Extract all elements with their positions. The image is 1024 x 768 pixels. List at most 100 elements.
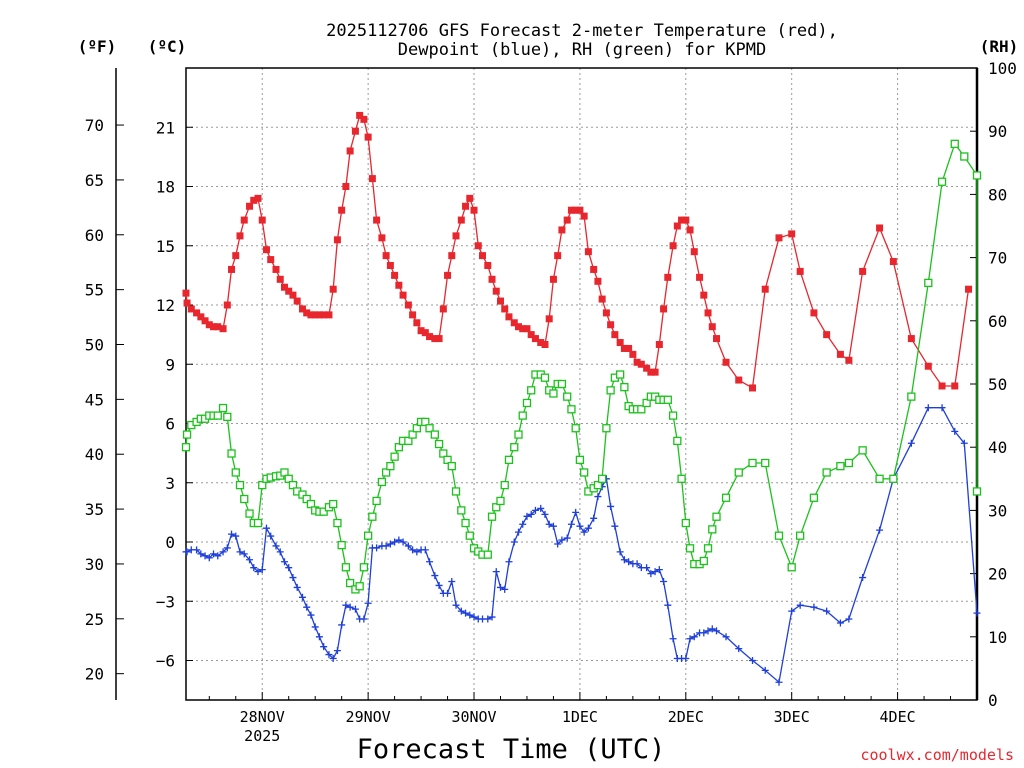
rh-point bbox=[390, 452, 399, 461]
rh-point bbox=[844, 458, 854, 468]
temperature-point bbox=[470, 206, 478, 214]
rh-point bbox=[721, 493, 731, 502]
temperature-point bbox=[356, 111, 364, 119]
celsius-tick-label: 9 bbox=[165, 355, 175, 374]
dewpoint-point bbox=[523, 512, 531, 520]
rh-point bbox=[972, 171, 982, 180]
temperature-point bbox=[629, 350, 637, 358]
plot-area bbox=[186, 68, 977, 700]
temperature-point bbox=[478, 252, 486, 260]
rh-point bbox=[677, 474, 686, 483]
temperature-point bbox=[611, 331, 619, 339]
temperature-point bbox=[700, 291, 708, 299]
temperature-point bbox=[531, 335, 539, 343]
dewpoint-point bbox=[510, 538, 518, 546]
rh-tick-label: 40 bbox=[988, 438, 1007, 457]
dewpoint-point bbox=[448, 578, 456, 585]
fahrenheit-tick-label: 70 bbox=[85, 116, 104, 135]
temperature-point bbox=[664, 273, 672, 281]
dewpoint-point bbox=[611, 522, 619, 530]
dewpoint-point bbox=[488, 613, 496, 621]
rh-point bbox=[337, 541, 346, 550]
temperature-point bbox=[466, 194, 474, 202]
x-tick-label: 29NOV bbox=[346, 708, 391, 726]
dewpoint-point bbox=[775, 678, 783, 686]
temperature-point bbox=[320, 311, 328, 319]
temperature-point bbox=[907, 335, 915, 343]
dewpoint-point bbox=[280, 558, 288, 566]
rh-point bbox=[960, 152, 969, 161]
temperature-point bbox=[197, 313, 205, 321]
dewpoint-point bbox=[704, 627, 712, 635]
temperature-point bbox=[223, 301, 231, 309]
dewpoint-point bbox=[708, 625, 716, 633]
rh-point bbox=[937, 177, 947, 186]
dewpoint-point bbox=[501, 585, 509, 593]
rh-point bbox=[522, 398, 532, 408]
rh-tick-label: 80 bbox=[988, 185, 1007, 204]
rh-point bbox=[245, 509, 254, 518]
dewpoint-point bbox=[960, 439, 968, 447]
temperature-point bbox=[749, 384, 757, 392]
dewpoint-point bbox=[545, 520, 553, 528]
rh-tick-label: 100 bbox=[988, 59, 1017, 78]
temperature-point bbox=[236, 232, 244, 240]
temperature-point bbox=[514, 323, 522, 331]
temperature-point bbox=[285, 287, 293, 295]
temperature-point bbox=[298, 305, 306, 313]
rh-point bbox=[298, 490, 307, 499]
celsius-tick-label: 18 bbox=[156, 178, 175, 197]
dewpoint-point bbox=[315, 633, 323, 641]
dewpoint-point bbox=[240, 550, 248, 558]
rh-point bbox=[381, 468, 391, 477]
temperature-point bbox=[496, 297, 504, 305]
dewpoint-point bbox=[563, 534, 571, 542]
temperature-point bbox=[616, 339, 624, 347]
dewpoint-point bbox=[285, 564, 293, 572]
dewpoint-point bbox=[320, 643, 328, 651]
fahrenheit-tick-label: 30 bbox=[85, 555, 104, 574]
temperature-point bbox=[924, 362, 932, 370]
fahrenheit-tick-label: 20 bbox=[85, 665, 104, 684]
dewpoint-point bbox=[232, 532, 240, 540]
temperature-point bbox=[315, 311, 323, 319]
rh-point bbox=[668, 411, 678, 420]
fahrenheit-tick-label: 45 bbox=[85, 390, 104, 409]
dewpoint-point bbox=[607, 502, 615, 510]
dewpoint-point bbox=[421, 546, 429, 554]
temperature-point bbox=[655, 341, 663, 348]
temperature-point bbox=[501, 305, 509, 313]
temperature-point bbox=[492, 287, 500, 295]
temperature-point bbox=[558, 226, 566, 234]
rh-point bbox=[504, 455, 514, 464]
temperature-point bbox=[537, 339, 545, 347]
temperature-point bbox=[678, 216, 686, 224]
rh-point bbox=[288, 480, 298, 490]
rh-point bbox=[774, 531, 784, 540]
rh-point bbox=[950, 139, 959, 148]
temperature-point bbox=[289, 291, 297, 299]
temperature-point bbox=[250, 196, 258, 204]
dewpoint-point bbox=[616, 548, 624, 556]
dewpoint-point bbox=[938, 404, 946, 412]
x-tick-label: 4DEC bbox=[880, 708, 916, 726]
dewpoint-point bbox=[845, 615, 853, 623]
temperature-point bbox=[360, 115, 368, 123]
temperature-point bbox=[722, 358, 730, 366]
rh-point bbox=[734, 468, 743, 477]
dewpoint-point bbox=[643, 564, 651, 572]
rh-point bbox=[461, 518, 470, 528]
rh-point bbox=[341, 563, 351, 572]
dewpoint-point bbox=[399, 538, 407, 546]
x-tick-label: 1DEC bbox=[562, 708, 598, 726]
rh-point bbox=[363, 531, 373, 540]
dewpoint-point bbox=[303, 603, 311, 611]
rh-point bbox=[421, 417, 430, 427]
temperature-point bbox=[205, 321, 213, 329]
dewpoint-point bbox=[391, 538, 399, 546]
temperature-point bbox=[563, 216, 571, 224]
dewpoint-point bbox=[382, 542, 390, 550]
temperature-point bbox=[307, 311, 315, 319]
temperature-point bbox=[876, 224, 884, 232]
dewpoint-point bbox=[625, 558, 633, 566]
